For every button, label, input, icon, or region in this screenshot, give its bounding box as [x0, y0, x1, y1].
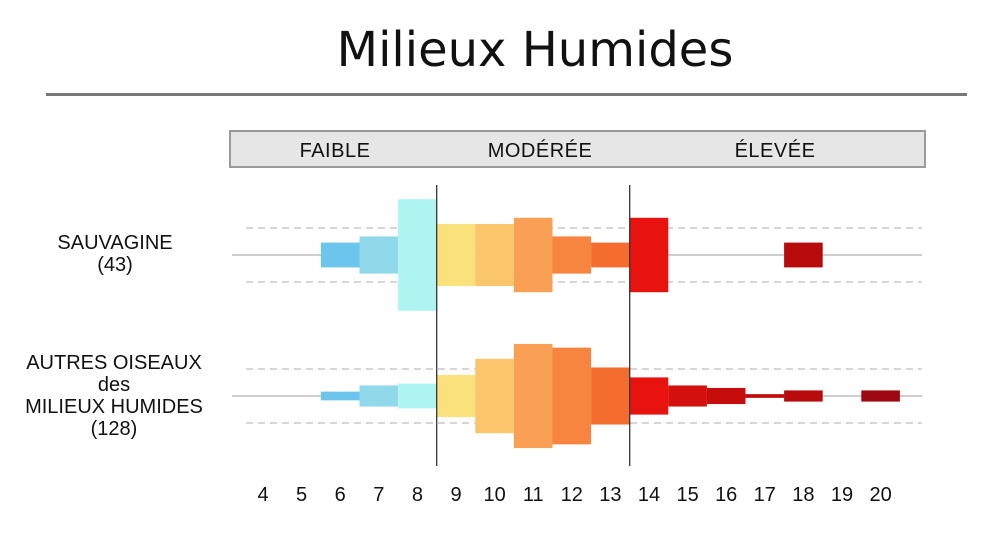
bar-14	[629, 377, 669, 415]
x-tick-label: 19	[831, 484, 853, 506]
bar-13	[591, 242, 630, 268]
bar-6	[320, 391, 360, 401]
band-label-faible: FAIBLE	[299, 140, 371, 162]
row-label-line: SAUVAGINE	[57, 232, 173, 254]
x-tick-label: 20	[869, 484, 891, 506]
bar-11	[513, 217, 553, 293]
bar-17	[745, 394, 785, 398]
x-tick-label: 5	[296, 484, 307, 506]
chart-title: Milieux Humides	[336, 22, 734, 78]
bar-10	[475, 358, 514, 434]
bar-6	[320, 242, 360, 268]
title-underline	[46, 93, 967, 96]
row-label-line: AUTRES OISEAUX	[26, 352, 202, 374]
row-label-autres-oiseaux: AUTRES OISEAUX des MILIEUX HUMIDES (128)	[8, 352, 220, 440]
x-tick-label: 18	[792, 484, 814, 506]
band-label-elevee: ÉLEVÉE	[734, 140, 816, 162]
x-tick-label: 8	[412, 484, 423, 506]
x-tick-label: 10	[483, 484, 505, 506]
bar-9	[436, 374, 476, 418]
x-tick-label: 15	[676, 484, 698, 506]
intensity-band: FAIBLE MODÉRÉE ÉLEVÉE	[229, 130, 926, 168]
x-tick-label: 4	[257, 484, 268, 506]
bar-11	[513, 343, 553, 449]
bar-18	[784, 242, 823, 268]
x-tick-label: 17	[754, 484, 776, 506]
bar-16	[706, 387, 746, 405]
x-tick-label: 11	[523, 484, 544, 506]
bar-14	[629, 217, 669, 293]
bar-8	[398, 199, 437, 311]
row-label-sauvagine: SAUVAGINE (43)	[40, 232, 190, 276]
bar-8	[398, 383, 437, 409]
bar-9	[436, 224, 476, 286]
x-tick-label: 12	[561, 484, 583, 506]
x-tick-label: 6	[335, 484, 346, 506]
bar-12	[552, 236, 592, 274]
bar-7	[359, 236, 399, 274]
x-tick-label: 13	[599, 484, 621, 506]
x-tick-label: 16	[715, 484, 737, 506]
row-label-line: (43)	[97, 254, 133, 276]
bar-7	[359, 385, 399, 407]
bar-13	[591, 367, 630, 425]
bar-12	[552, 347, 592, 445]
x-tick-label: 7	[373, 484, 384, 506]
row-label-line: MILIEUX HUMIDES	[25, 396, 203, 418]
bar-20	[861, 390, 900, 402]
row-label-line: des	[97, 374, 131, 396]
band-label-moderee: MODÉRÉE	[487, 140, 593, 162]
bar-10	[475, 224, 514, 286]
x-tick-label: 9	[450, 484, 461, 506]
bar-18	[784, 390, 823, 402]
x-tick-label: 14	[638, 484, 660, 506]
row-label-line: (128)	[90, 418, 138, 440]
bar-15	[668, 385, 707, 407]
